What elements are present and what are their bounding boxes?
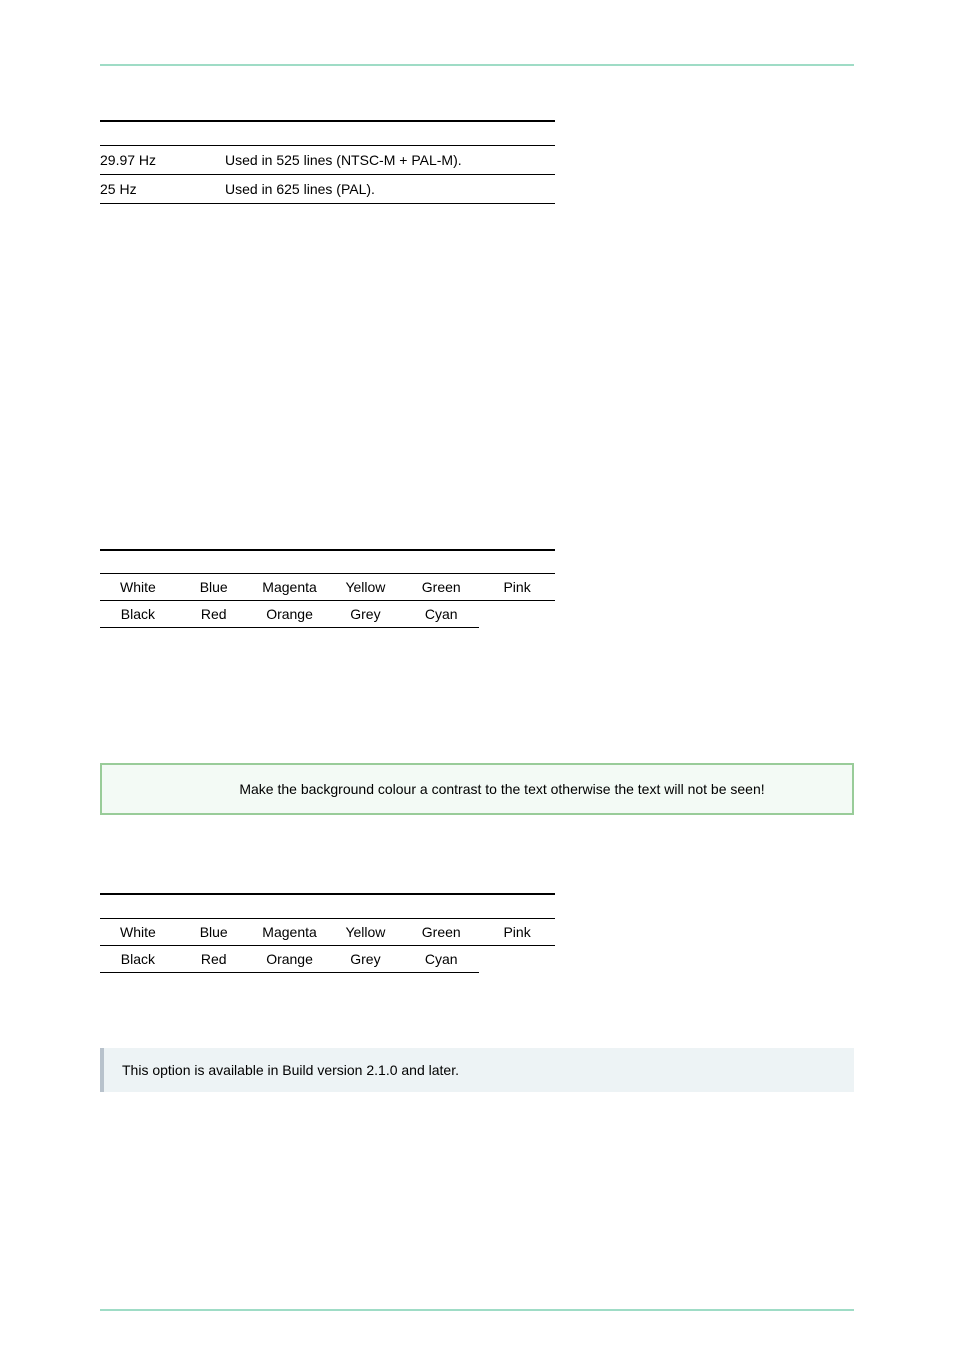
color-cell: Cyan (403, 945, 479, 972)
table-header-row (100, 894, 555, 918)
color-cell: Yellow (328, 918, 404, 945)
table-row: 25 Hz Used in 625 lines (PAL). (100, 174, 555, 203)
color-cell: Grey (328, 945, 404, 972)
freq-desc-cell: Used in 625 lines (PAL). (225, 174, 555, 203)
color-cell: Blue (176, 574, 252, 601)
color-cell: Cyan (403, 601, 479, 628)
color-cell: Green (403, 918, 479, 945)
color-cell: Green (403, 574, 479, 601)
header-rule (100, 64, 854, 66)
color-cell: White (100, 574, 176, 601)
color-cell: Magenta (252, 574, 328, 601)
color-cell: Orange (252, 945, 328, 972)
color-cell: Orange (252, 601, 328, 628)
freq-hz-cell: 29.97 Hz (100, 145, 225, 174)
color-cell: Black (100, 945, 176, 972)
table-header-row (100, 121, 555, 145)
color-cell: White (100, 918, 176, 945)
color-cell: Magenta (252, 918, 328, 945)
table-row: Black Red Orange Grey Cyan (100, 601, 555, 628)
note-box: Make the background colour a contrast to… (100, 763, 854, 815)
color-cell: Grey (328, 601, 404, 628)
page-content: 29.97 Hz Used in 525 lines (NTSC-M + PAL… (100, 120, 854, 1092)
note-text: Make the background colour a contrast to… (122, 781, 832, 797)
color-cell: Red (176, 945, 252, 972)
color-cell (479, 601, 555, 628)
freq-desc-cell: Used in 525 lines (NTSC-M + PAL-M). (225, 145, 555, 174)
color-table-2: White Blue Magenta Yellow Green Pink Bla… (100, 893, 555, 973)
color-cell: Blue (176, 918, 252, 945)
info-box: This option is available in Build versio… (100, 1048, 854, 1092)
color-cell (479, 945, 555, 972)
freq-hz-cell: 25 Hz (100, 174, 225, 203)
color-table-1: White Blue Magenta Yellow Green Pink Bla… (100, 549, 555, 629)
table-row: 29.97 Hz Used in 525 lines (NTSC-M + PAL… (100, 145, 555, 174)
info-text: This option is available in Build versio… (122, 1062, 459, 1078)
table-header-row (100, 550, 555, 574)
frequency-table: 29.97 Hz Used in 525 lines (NTSC-M + PAL… (100, 120, 555, 204)
color-cell: Pink (479, 574, 555, 601)
footer-rule (100, 1309, 854, 1311)
color-cell: Red (176, 601, 252, 628)
color-cell: Pink (479, 918, 555, 945)
color-cell: Black (100, 601, 176, 628)
table-row: White Blue Magenta Yellow Green Pink (100, 574, 555, 601)
table-row: Black Red Orange Grey Cyan (100, 945, 555, 972)
table-row: White Blue Magenta Yellow Green Pink (100, 918, 555, 945)
color-cell: Yellow (328, 574, 404, 601)
